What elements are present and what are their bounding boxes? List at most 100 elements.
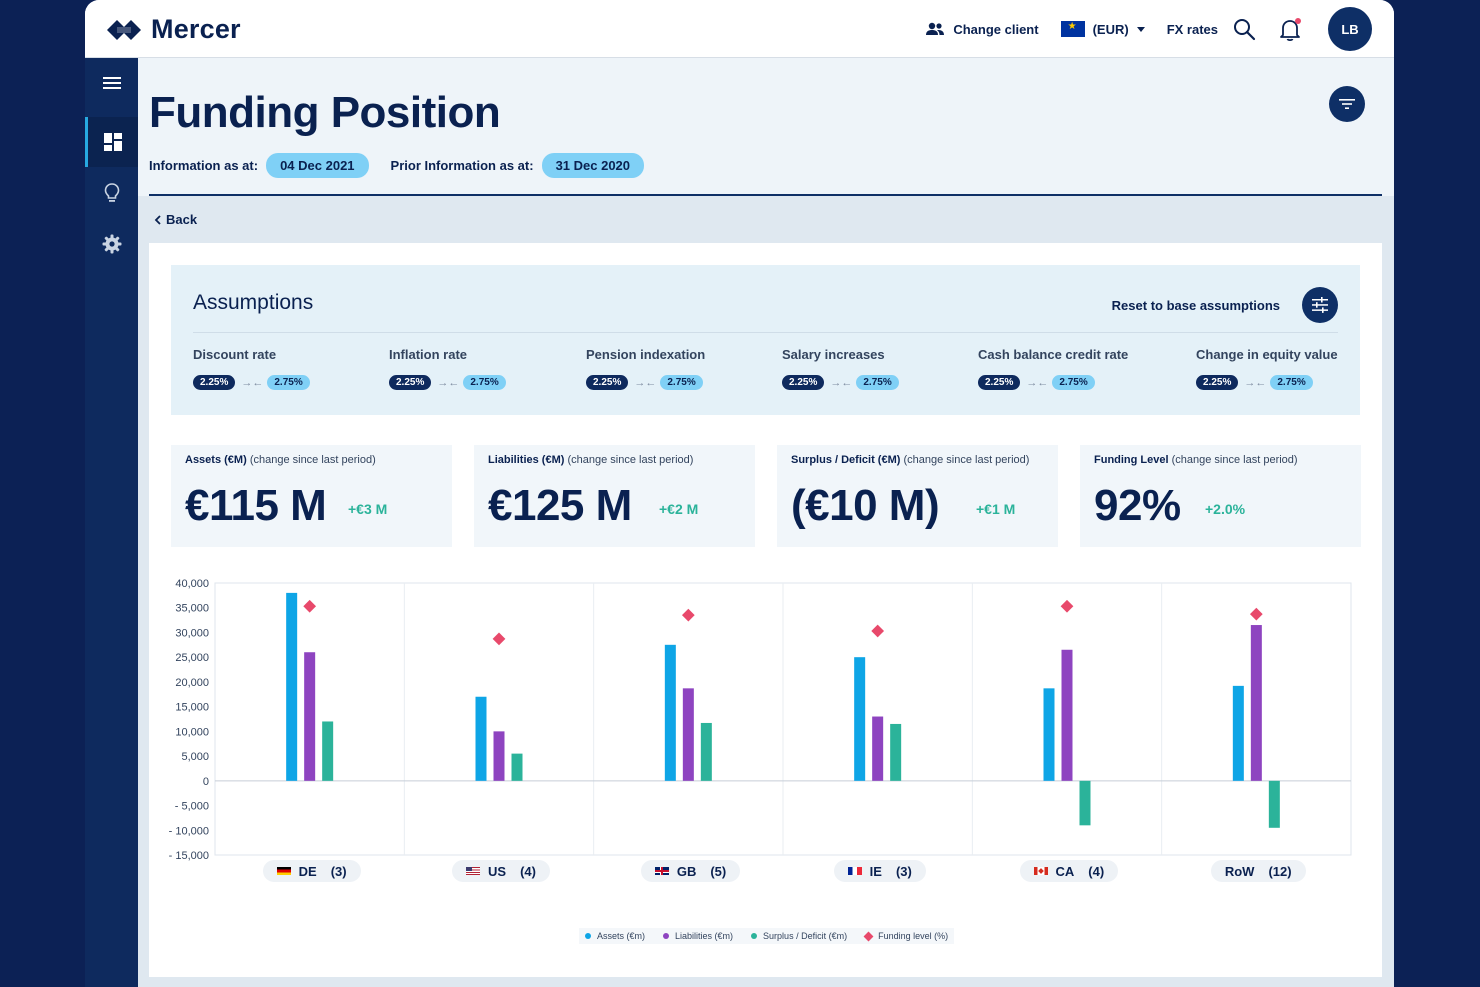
funding-point-de [303, 599, 317, 613]
assumption-base-value: 2.25% [193, 375, 236, 390]
assumption-change-in-equity-value: Change in equity value 2.25% →← 2.75% [1196, 347, 1338, 390]
legend-label: Surplus / Deficit (€m) [763, 931, 848, 941]
legend-surplus-deficit[interactable]: Surplus / Deficit (€m) [751, 931, 847, 941]
bar-ca-liabilities [1061, 649, 1073, 781]
kpi-label: Surplus / Deficit (€M) (change since las… [791, 454, 1029, 466]
assumption-current-value: 2.75% [660, 375, 703, 390]
change-client-label: Change client [953, 21, 1039, 37]
bar-de-assets [286, 592, 298, 781]
assumption-values[interactable]: 2.25% →← 2.75% [389, 375, 506, 390]
y-tick-label: 40,000 [175, 578, 209, 590]
legend-dot-icon [751, 933, 758, 939]
kpi-change: +€3 M [348, 501, 388, 517]
category-count: (12) [1268, 863, 1292, 879]
fx-rates-link[interactable]: FX rates [1167, 22, 1218, 37]
assumption-values[interactable]: 2.25% →← 2.75% [1196, 375, 1338, 390]
swap-arrows-icon: →← [634, 376, 657, 389]
assumption-current-value: 2.75% [1270, 375, 1313, 390]
main-content: Funding Position Information as at: 04 D… [138, 58, 1394, 987]
kpi-title: Funding Level [1094, 454, 1169, 466]
assumption-pension-indexation: Pension indexation 2.25% →← 2.75% [586, 347, 705, 390]
assumption-label: Cash balance credit rate [978, 347, 1129, 362]
bell-icon [1280, 18, 1301, 42]
dashboard-icon [104, 133, 122, 151]
sidebar [85, 58, 138, 987]
info-date-pill[interactable]: 04 Dec 2021 [266, 153, 369, 178]
currency-label: (EUR) [1092, 21, 1129, 37]
bar-us-surplus [511, 753, 523, 781]
bar-ca-assets [1043, 688, 1055, 781]
currency-select[interactable]: (EUR) [1060, 21, 1145, 37]
back-link[interactable]: Back [154, 212, 197, 227]
assumption-discount-rate: Discount rate 2.25% →← 2.75% [193, 347, 310, 390]
kpi-change: +€2 M [659, 501, 699, 517]
legend-funding-level[interactable]: Funding level (%) [863, 931, 948, 941]
filter-button[interactable] [1329, 86, 1365, 122]
funding-card: Assumptions Reset to base assumptions Di… [149, 243, 1382, 977]
category-label: DE [298, 863, 317, 879]
category-count: (4) [1088, 863, 1105, 879]
kpi-assets: Assets (€M) (change since last period) €… [171, 445, 452, 547]
user-avatar[interactable]: LB [1328, 7, 1372, 51]
category-pill-ca[interactable]: CA (4) [1019, 860, 1119, 882]
assumption-cash-balance-credit-rate: Cash balance credit rate 2.25% →← 2.75% [978, 347, 1128, 390]
y-tick-label: - 5,000 [175, 801, 209, 813]
y-tick-label: 20,000 [175, 677, 209, 689]
category-pill-de[interactable]: DE (3) [262, 860, 361, 882]
legend-dot-icon [663, 933, 670, 939]
y-tick-label: 5,000 [181, 751, 209, 763]
category-count: (3) [895, 863, 912, 879]
flag-de-icon [276, 867, 291, 875]
legend-diamond-icon [863, 931, 874, 941]
header-divider [149, 194, 1382, 196]
category-pill-us[interactable]: US (4) [452, 860, 550, 882]
kpi-surplus-deficit: Surplus / Deficit (€M) (change since las… [777, 445, 1058, 547]
prior-date-pill[interactable]: 31 Dec 2020 [541, 153, 645, 178]
kpi-value: (€10 M) [791, 481, 940, 530]
y-tick-label: 15,000 [175, 702, 209, 714]
category-label: CA [1055, 863, 1075, 879]
category-count: (4) [520, 863, 536, 879]
funding-point-row [1249, 607, 1263, 621]
assumption-base-value: 2.25% [782, 375, 825, 390]
category-pill-ie[interactable]: IE (3) [833, 860, 926, 882]
y-tick-label: 30,000 [175, 627, 209, 639]
y-tick-label: - 10,000 [169, 825, 209, 837]
sidebar-item-insights[interactable] [85, 168, 138, 218]
assumption-values[interactable]: 2.25% →← 2.75% [193, 375, 310, 390]
eu-flag-icon [1060, 21, 1085, 37]
sidebar-item-settings[interactable] [85, 219, 138, 269]
swap-arrows-icon: →← [1026, 376, 1049, 389]
category-pill-row[interactable]: RoW (12) [1210, 860, 1306, 882]
adjust-assumptions-button[interactable] [1302, 287, 1338, 323]
legend-liabilities[interactable]: Liabilities (€m) [663, 931, 733, 941]
menu-button[interactable] [85, 58, 138, 108]
prior-info-label: Prior Information as at: [390, 158, 534, 173]
kpi-subtitle: (change since last period) [567, 454, 694, 466]
funding-point-gb [681, 608, 695, 622]
kpi-subtitle: (change since last period) [249, 454, 376, 466]
assumption-values[interactable]: 2.25% →← 2.75% [782, 375, 899, 390]
category-pill-gb[interactable]: GB (5) [640, 860, 741, 882]
legend-assets[interactable]: Assets (€m) [585, 931, 645, 941]
filter-icon [1339, 99, 1355, 109]
category-count: (5) [710, 863, 727, 879]
bar-us-liabilities [493, 731, 505, 781]
assumption-current-value: 2.75% [267, 375, 310, 390]
y-tick-label: 35,000 [175, 603, 209, 615]
top-bar: Mercer Change client (EUR) FX rates [85, 0, 1394, 58]
sidebar-item-dashboard[interactable] [85, 117, 138, 167]
search-button[interactable] [1232, 17, 1256, 41]
assumption-values[interactable]: 2.25% →← 2.75% [978, 375, 1128, 390]
brand-logo[interactable]: Mercer [105, 14, 241, 45]
change-client-link[interactable]: Change client [925, 21, 1039, 37]
reset-assumptions-link[interactable]: Reset to base assumptions [1111, 298, 1280, 313]
bar-row-surplus [1268, 780, 1280, 828]
assumption-label: Inflation rate [389, 347, 468, 362]
funding-point-ie [871, 624, 885, 638]
swap-arrows-icon: →← [241, 376, 264, 389]
assumptions-title: Assumptions [193, 291, 314, 314]
assumption-salary-increases: Salary increases 2.25% →← 2.75% [782, 347, 899, 390]
assumption-values[interactable]: 2.25% →← 2.75% [586, 375, 705, 390]
notifications-button[interactable] [1278, 17, 1302, 42]
